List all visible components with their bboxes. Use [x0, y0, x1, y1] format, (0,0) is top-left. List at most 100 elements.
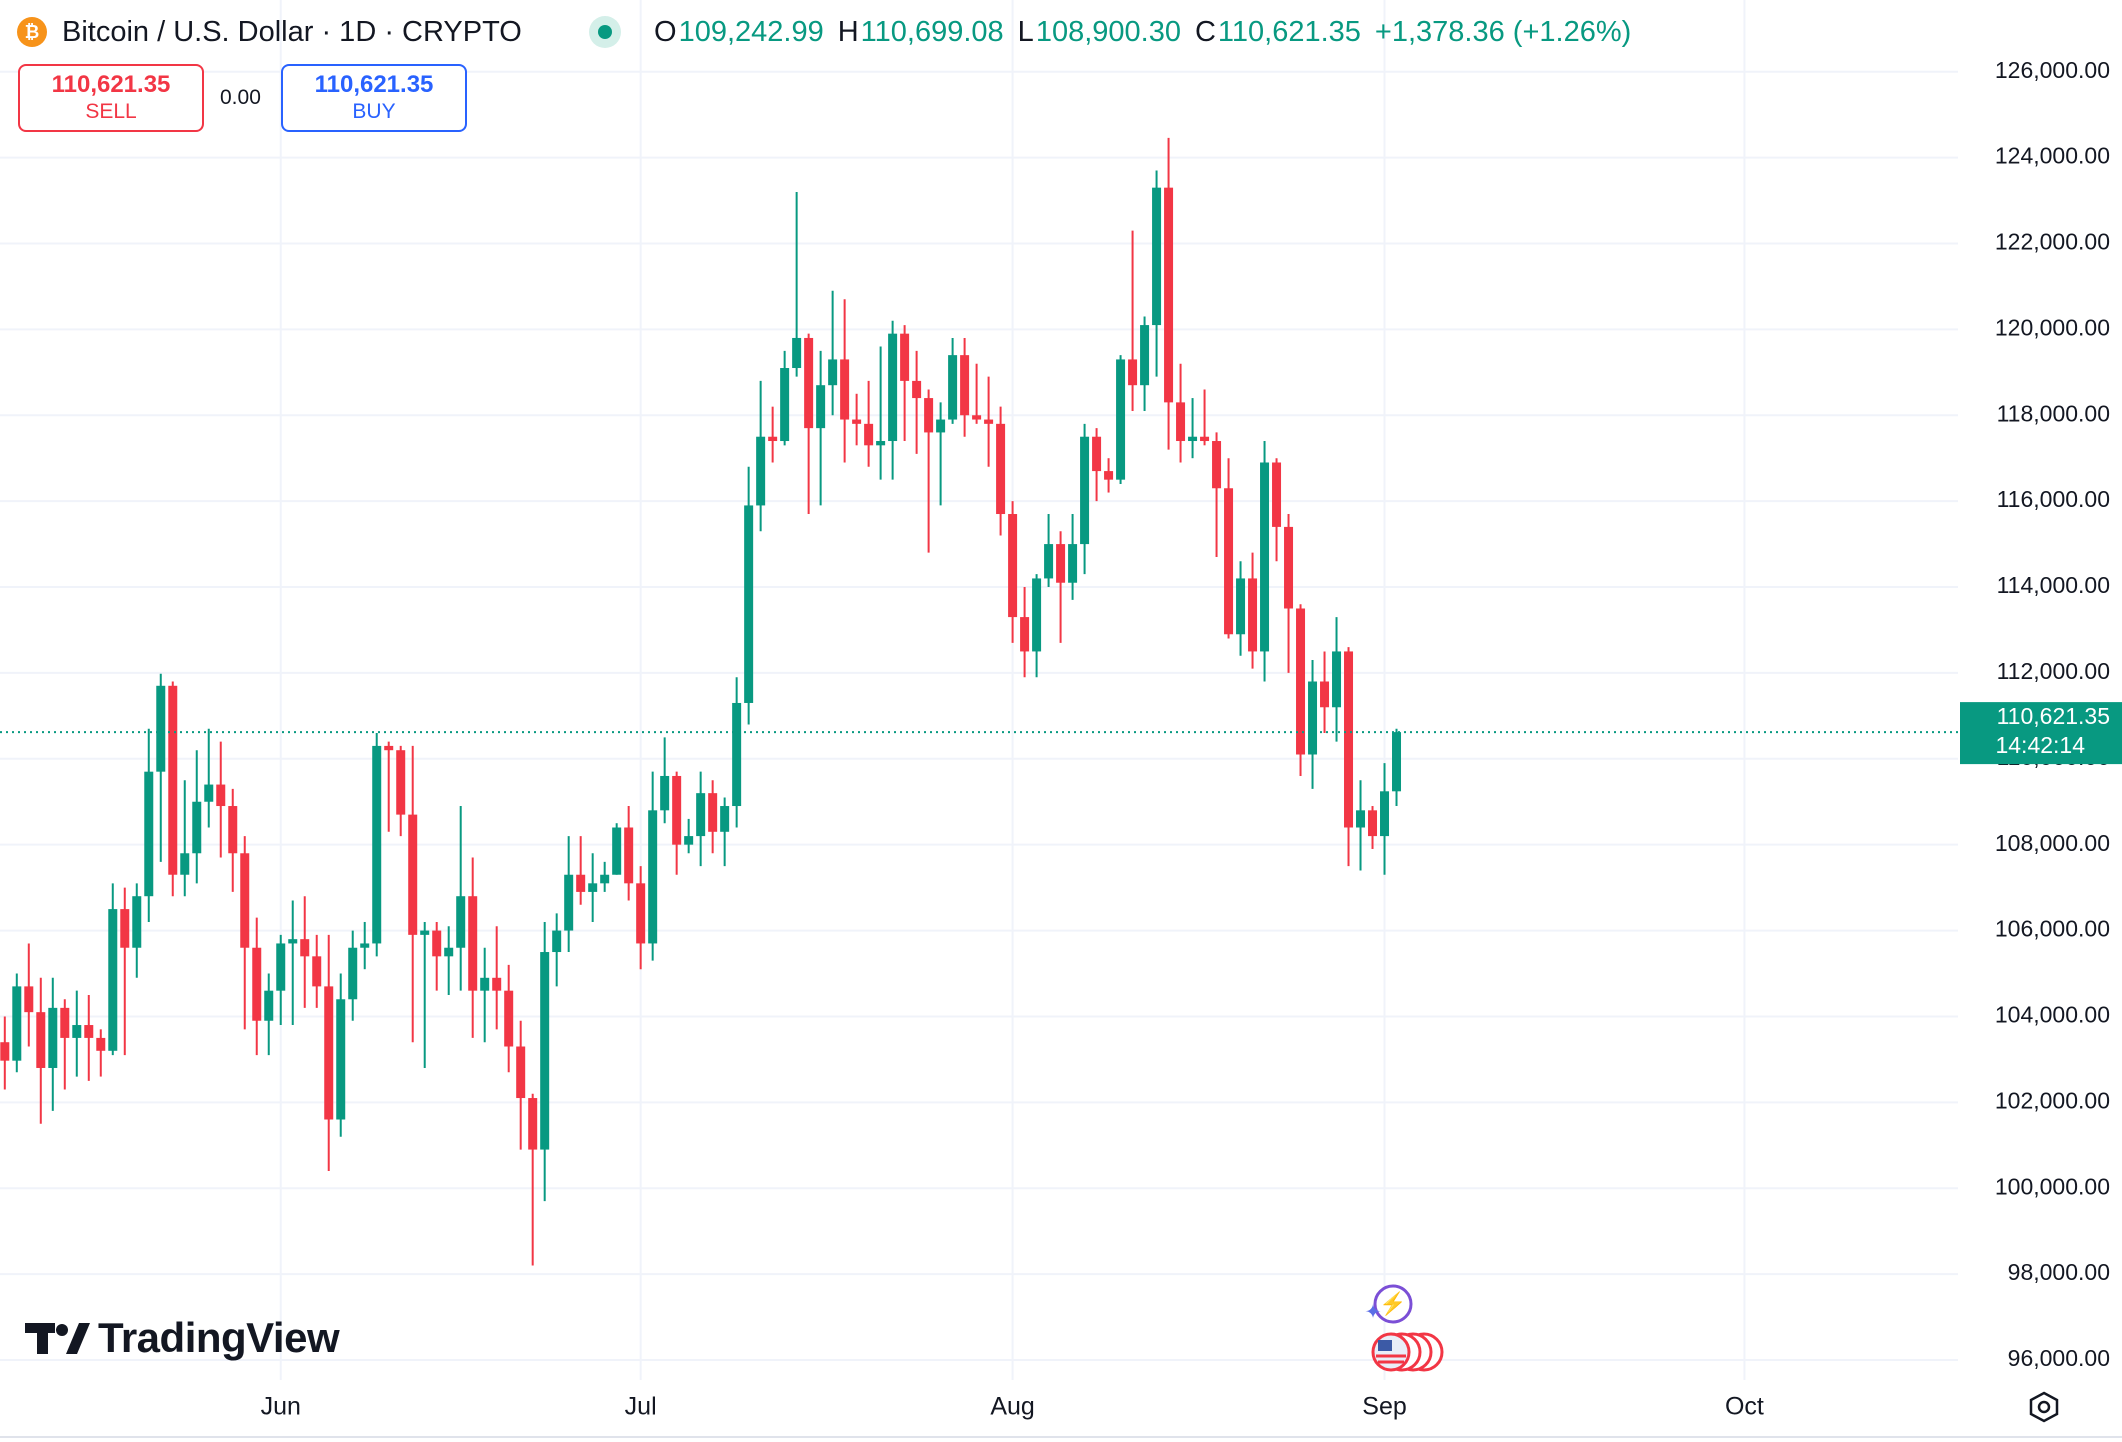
- y-tick-label: 96,000.00: [2008, 1345, 2110, 1371]
- candle-body: [540, 952, 550, 1150]
- candle-body: [744, 505, 754, 703]
- low-key: L: [1017, 16, 1034, 48]
- candle-body: [192, 801, 202, 854]
- x-tick-label: Aug: [990, 1393, 1034, 1421]
- candle-body: [132, 896, 142, 948]
- candle-body: [888, 333, 898, 442]
- candle-body: [612, 827, 622, 875]
- countdown: 14:42:14: [1995, 732, 2085, 758]
- candle-body: [1116, 359, 1126, 480]
- candle-body: [1236, 578, 1246, 635]
- candle-body: [276, 943, 286, 991]
- candle-body: [204, 784, 214, 802]
- candle-body: [600, 874, 610, 884]
- candle-body: [948, 355, 958, 420]
- open-key: O: [654, 16, 677, 48]
- candle-body: [804, 337, 814, 429]
- candle-body: [1248, 578, 1258, 652]
- candle-body: [1380, 791, 1390, 837]
- grid: [0, 0, 1958, 1380]
- candle-body: [1080, 436, 1090, 545]
- candle-body: [252, 947, 262, 1021]
- candle-body: [1356, 810, 1366, 828]
- buy-label: BUY: [352, 100, 396, 123]
- candle-body: [312, 956, 322, 987]
- candle-body: [852, 419, 862, 424]
- y-tick-label: 106,000.00: [1995, 916, 2110, 942]
- candle-body: [588, 883, 598, 892]
- candle-body: [156, 685, 166, 772]
- candle-body: [408, 814, 418, 935]
- candle-body: [1272, 462, 1282, 527]
- candle-body: [1308, 681, 1318, 755]
- candle-body: [420, 930, 430, 935]
- candle-body: [240, 853, 250, 948]
- candle-body: [216, 784, 226, 807]
- candle-body: [528, 1098, 538, 1150]
- candle-body: [516, 1046, 526, 1099]
- candle-body: [456, 896, 466, 948]
- buy-button[interactable]: 110,621.35 BUY: [281, 64, 467, 132]
- candle-body: [1032, 578, 1042, 652]
- candle-body: [1068, 544, 1078, 583]
- candle-body: [1332, 651, 1342, 708]
- candle-body: [108, 909, 118, 1051]
- sell-button[interactable]: 110,621.35 SELL: [18, 64, 204, 132]
- candle-body: [1212, 441, 1222, 489]
- candle-body: [1344, 651, 1354, 828]
- candle-body: [492, 977, 502, 991]
- candle-body: [1164, 187, 1174, 403]
- y-tick-label: 100,000.00: [1995, 1173, 2110, 1199]
- candle-body: [864, 423, 874, 446]
- candle-body: [24, 986, 34, 1013]
- candle-body: [984, 419, 994, 424]
- candle-body: [684, 836, 694, 845]
- candle-body: [648, 810, 658, 944]
- candle-body: [1092, 436, 1102, 472]
- candle-body: [120, 909, 130, 948]
- candle-body: [576, 874, 586, 892]
- y-tick-label: 104,000.00: [1995, 1002, 2110, 1028]
- candle-body: [828, 359, 838, 386]
- y-tick-label: 112,000.00: [1997, 658, 2110, 684]
- spread: 0.00: [220, 86, 261, 109]
- candle-body: [900, 333, 910, 381]
- candle-body: [168, 685, 178, 875]
- candle-body: [1128, 359, 1138, 386]
- candle-body: [1392, 732, 1402, 792]
- candle-body: [60, 1007, 70, 1038]
- candle-body: [1104, 471, 1114, 480]
- candle-body: [960, 355, 970, 416]
- candle-body: [348, 947, 358, 1000]
- candle-body: [720, 806, 730, 832]
- y-tick-label: 118,000.00: [1997, 400, 2110, 426]
- candle-body: [0, 1042, 10, 1061]
- candle-body: [432, 930, 442, 957]
- candle-body: [372, 745, 382, 944]
- last-price-label: 110,621.35: [1997, 703, 2110, 729]
- sell-price: 110,621.35: [51, 71, 171, 98]
- candle-body: [468, 896, 478, 991]
- candle-body: [1224, 488, 1234, 635]
- candle-body: [1056, 544, 1066, 583]
- candle-body: [1020, 617, 1030, 652]
- buy-price: 110,621.35: [314, 71, 434, 98]
- y-tick-label: 116,000.00: [1997, 486, 2110, 512]
- sell-label: SELL: [85, 100, 137, 123]
- candle-body: [624, 827, 634, 884]
- candle-body: [1200, 436, 1210, 442]
- candle-body: [1260, 462, 1270, 652]
- candle-body: [1296, 608, 1306, 755]
- candle-body: [912, 380, 922, 399]
- candle-body: [444, 947, 454, 957]
- candle-body: [72, 1025, 82, 1038]
- candle-body: [96, 1037, 106, 1051]
- candle-body: [636, 883, 646, 944]
- candle-body: [324, 986, 334, 1120]
- candle-body: [972, 415, 982, 420]
- candle-body: [1320, 681, 1330, 708]
- candle-body: [48, 1007, 58, 1068]
- candle-body: [876, 441, 886, 446]
